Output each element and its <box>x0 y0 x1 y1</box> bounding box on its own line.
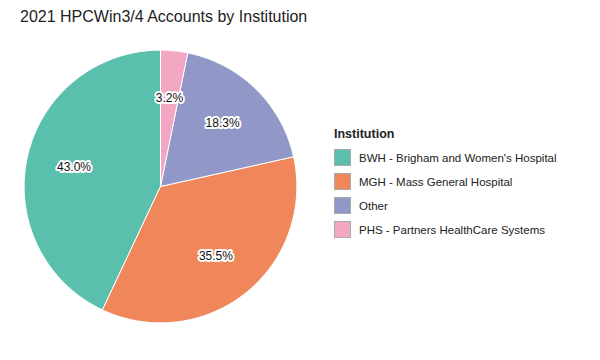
html-text:Institution: Institution <box>334 127 395 141</box>
svg-text:18.3%: 18.3% <box>206 116 240 130</box>
html-text:MGH - Mass General Hospital: MGH - Mass General Hospital <box>359 175 513 188</box>
svg-text:35.5%: 35.5% <box>199 249 233 263</box>
html-text:Other: Other <box>359 199 388 212</box>
html-text:2021 HPCWin3/4 Accounts by Ins: 2021 HPCWin3/4 Accounts by Institution <box>20 8 308 25</box>
html-text:PHS - Partners HealthCare Syst: PHS - Partners HealthCare Systems <box>359 223 545 236</box>
svg-text:43.0%: 43.0% <box>57 160 91 174</box>
html-text:BWH - Brigham and Women's Hosp: BWH - Brigham and Women's Hospital <box>359 151 557 164</box>
svg-text:3.2%: 3.2% <box>156 91 184 105</box>
